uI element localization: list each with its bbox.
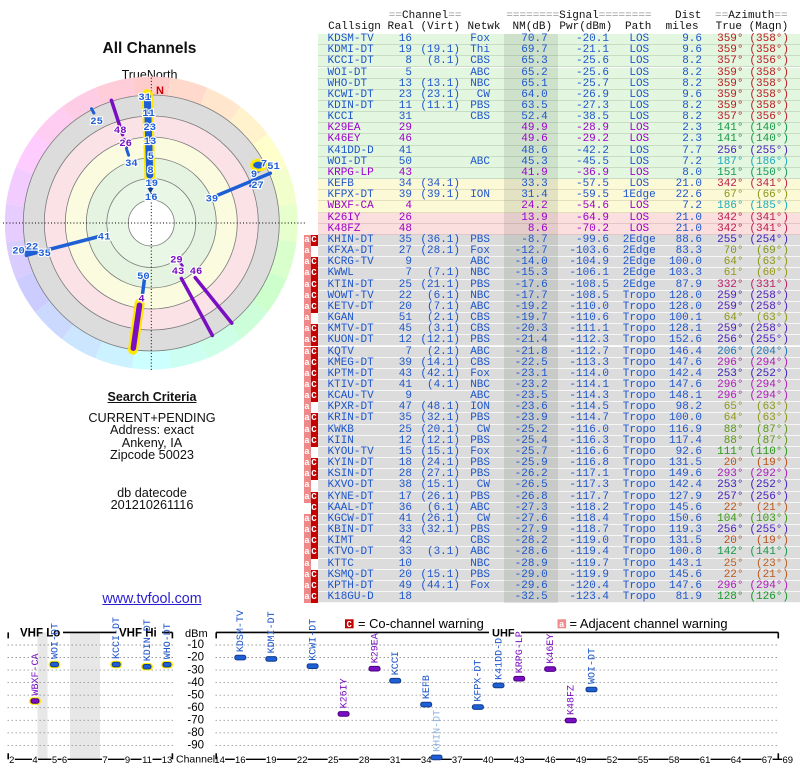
svg-text:52: 52 — [607, 755, 618, 766]
svg-text:64: 64 — [731, 755, 742, 766]
svg-text:41: 41 — [98, 231, 111, 243]
svg-text:29: 29 — [170, 255, 183, 267]
svg-text:40: 40 — [483, 755, 494, 766]
svg-text:KDIN-DT: KDIN-DT — [143, 619, 154, 661]
svg-text:2: 2 — [9, 755, 14, 766]
svg-text:22: 22 — [297, 755, 308, 766]
svg-text:25: 25 — [328, 755, 339, 766]
svg-text:4: 4 — [138, 293, 144, 305]
svg-text:49: 49 — [576, 755, 587, 766]
svg-text:20: 20 — [12, 246, 25, 258]
svg-text:KDMI-DT: KDMI-DT — [267, 611, 278, 653]
svg-text:35: 35 — [38, 248, 51, 260]
svg-text:= Co-channel warning: = Co-channel warning — [358, 616, 484, 631]
svg-text:31: 31 — [390, 755, 401, 766]
svg-text:7: 7 — [261, 159, 267, 171]
svg-text:25: 25 — [90, 116, 103, 128]
svg-text:16: 16 — [145, 192, 158, 204]
svg-text:39: 39 — [206, 193, 219, 205]
svg-text:23: 23 — [143, 122, 156, 134]
svg-text:-40: -40 — [187, 677, 204, 689]
svg-text:22: 22 — [26, 242, 39, 254]
svg-text:K41DD-D: K41DD-D — [494, 638, 505, 680]
svg-text:KHIN-DT: KHIN-DT — [432, 710, 443, 752]
svg-text:KFPX-DT: KFPX-DT — [474, 660, 485, 702]
svg-text:-10: -10 — [187, 639, 204, 651]
svg-text:= Adjacent channel warning: = Adjacent channel warning — [570, 616, 728, 631]
svg-text:11: 11 — [142, 108, 155, 120]
svg-text:KDSM-TV: KDSM-TV — [236, 610, 247, 652]
svg-text:27: 27 — [251, 180, 264, 192]
svg-text:UHF: UHF — [492, 628, 515, 640]
svg-text:7: 7 — [102, 755, 107, 766]
svg-text:C: C — [346, 620, 352, 630]
svg-text:43: 43 — [172, 266, 185, 278]
svg-text:N: N — [156, 85, 164, 97]
svg-text:K48FZ: K48FZ — [567, 685, 578, 715]
svg-text:9: 9 — [251, 169, 257, 181]
svg-text:KCWI-DT: KCWI-DT — [308, 619, 319, 661]
svg-text:KEFB: KEFB — [422, 675, 433, 699]
svg-text:9: 9 — [125, 755, 130, 766]
svg-text:55: 55 — [638, 755, 649, 766]
svg-text:KRPG-LP: KRPG-LP — [515, 631, 526, 673]
svg-text:a: a — [559, 620, 565, 630]
svg-text:50: 50 — [137, 271, 150, 283]
svg-text:61: 61 — [700, 755, 711, 766]
svg-text:34: 34 — [125, 158, 138, 170]
svg-text:VHF Lo: VHF Lo — [20, 628, 60, 640]
svg-text:8: 8 — [147, 165, 153, 177]
svg-text:19: 19 — [145, 178, 158, 190]
svg-text:VHF Hi: VHF Hi — [119, 628, 157, 640]
svg-text:K26IY: K26IY — [339, 678, 350, 708]
svg-text:WBXF-CA: WBXF-CA — [31, 653, 42, 695]
svg-text:34: 34 — [421, 755, 432, 766]
svg-text:-60: -60 — [187, 702, 204, 714]
svg-text:11: 11 — [142, 755, 152, 766]
svg-text:-50: -50 — [187, 689, 204, 701]
svg-text:-80: -80 — [187, 727, 204, 739]
svg-text:WHO-DT: WHO-DT — [163, 623, 174, 659]
svg-text:43: 43 — [514, 755, 525, 766]
svg-text:5: 5 — [148, 151, 154, 163]
svg-text:46: 46 — [190, 266, 203, 278]
svg-text:48: 48 — [114, 125, 127, 137]
svg-text:28: 28 — [359, 755, 370, 766]
svg-text:K29EA: K29EA — [370, 633, 381, 663]
svg-text:KCCI: KCCI — [391, 651, 402, 675]
svg-text:WOI-DT: WOI-DT — [587, 648, 598, 684]
svg-text:31: 31 — [138, 92, 151, 104]
svg-text:KCCI-DT: KCCI-DT — [112, 617, 123, 659]
svg-text:5: 5 — [52, 755, 57, 766]
svg-text:51: 51 — [267, 161, 280, 173]
svg-text:16: 16 — [235, 755, 246, 766]
svg-text:13: 13 — [144, 136, 157, 148]
svg-text:-90: -90 — [187, 740, 204, 752]
svg-text:dBm: dBm — [185, 628, 208, 640]
svg-text:K46EY: K46EY — [546, 634, 557, 664]
svg-text:19: 19 — [266, 755, 277, 766]
svg-text:58: 58 — [669, 755, 680, 766]
svg-text:-70: -70 — [187, 715, 204, 727]
svg-text:14: 14 — [214, 755, 225, 766]
svg-text:69: 69 — [783, 755, 794, 766]
svg-text:-20: -20 — [187, 652, 204, 664]
svg-text:13: 13 — [162, 755, 173, 766]
svg-text:4: 4 — [32, 755, 37, 766]
svg-text:6: 6 — [62, 755, 67, 766]
svg-text:37: 37 — [452, 755, 463, 766]
svg-text:67: 67 — [762, 755, 773, 766]
svg-text:WOI-DT: WOI-DT — [50, 623, 61, 659]
svg-text:-30: -30 — [187, 664, 204, 676]
svg-text:46: 46 — [545, 755, 556, 766]
svg-text:26: 26 — [119, 138, 132, 150]
svg-text:Channel: Channel — [176, 754, 215, 766]
